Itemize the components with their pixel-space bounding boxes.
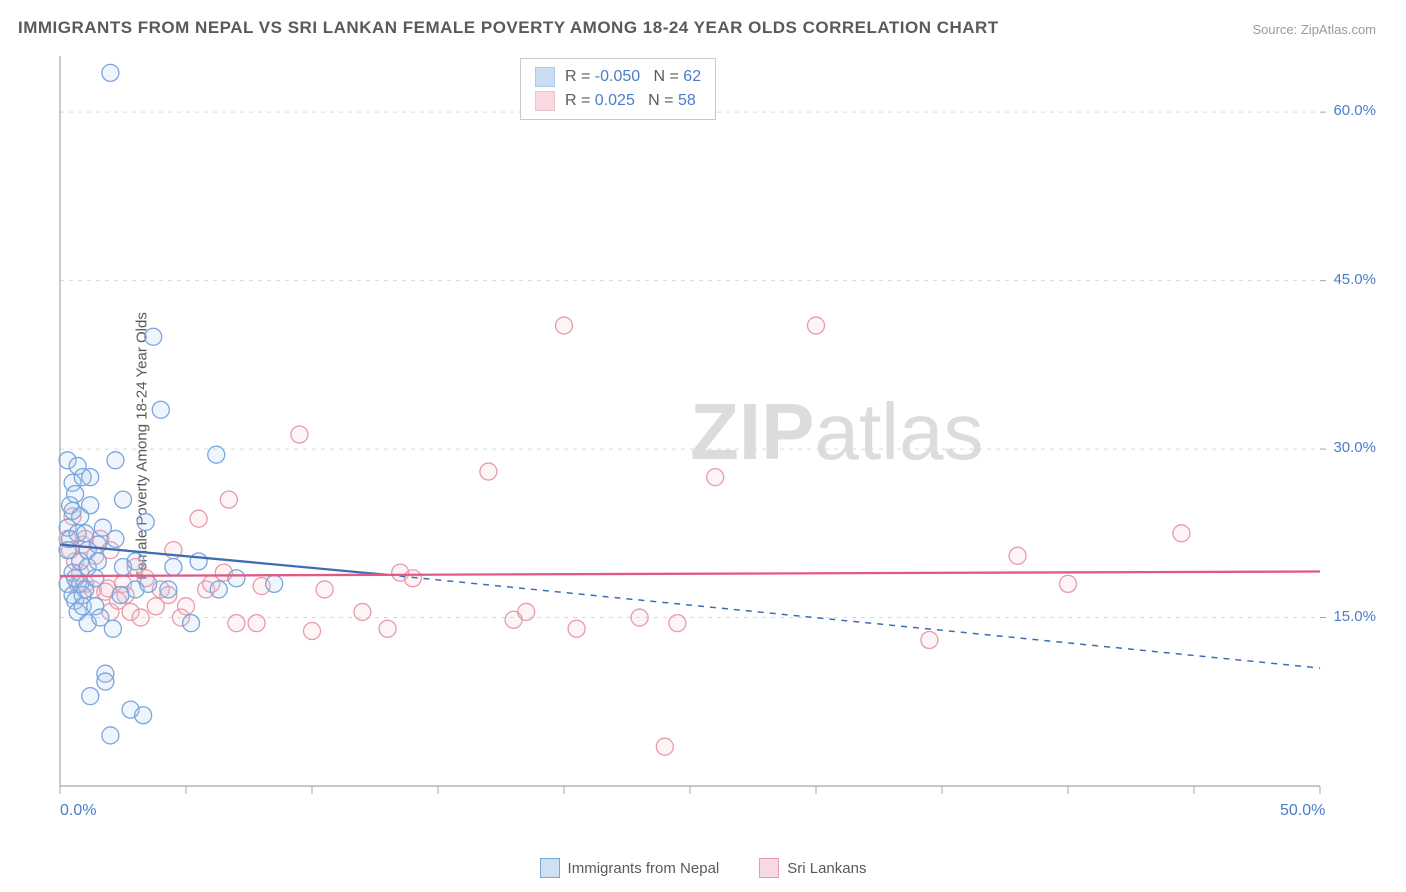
legend-item: Sri Lankans bbox=[759, 858, 866, 878]
scatter-point bbox=[354, 603, 371, 620]
scatter-point bbox=[97, 673, 114, 690]
correlation-legend: R = -0.050 N = 62R = 0.025 N = 58 bbox=[520, 58, 716, 120]
scatter-point bbox=[82, 469, 99, 486]
correlation-legend-row: R = 0.025 N = 58 bbox=[535, 89, 701, 113]
scatter-point bbox=[1173, 525, 1190, 542]
scatter-point bbox=[220, 491, 237, 508]
scatter-plot-svg bbox=[50, 56, 1380, 826]
scatter-point bbox=[190, 510, 207, 527]
scatter-point bbox=[316, 581, 333, 598]
scatter-point bbox=[102, 727, 119, 744]
scatter-point bbox=[152, 401, 169, 418]
legend-stats: R = -0.050 N = 62 bbox=[565, 65, 701, 89]
scatter-point bbox=[135, 707, 152, 724]
legend-item: Immigrants from Nepal bbox=[540, 858, 720, 878]
scatter-point bbox=[518, 603, 535, 620]
scatter-point bbox=[1060, 575, 1077, 592]
y-tick-label: 60.0% bbox=[1333, 102, 1376, 119]
scatter-point bbox=[115, 491, 132, 508]
scatter-point bbox=[102, 64, 119, 81]
scatter-point bbox=[210, 581, 227, 598]
scatter-point bbox=[82, 688, 99, 705]
scatter-point bbox=[67, 486, 84, 503]
scatter-point bbox=[1009, 547, 1026, 564]
scatter-point bbox=[707, 469, 724, 486]
scatter-point bbox=[89, 553, 106, 570]
y-tick-label: 45.0% bbox=[1333, 271, 1376, 288]
scatter-point bbox=[228, 615, 245, 632]
trend-line bbox=[60, 571, 1320, 575]
scatter-point bbox=[183, 615, 200, 632]
scatter-point bbox=[669, 615, 686, 632]
scatter-point bbox=[568, 620, 585, 637]
scatter-point bbox=[145, 328, 162, 345]
scatter-point bbox=[89, 536, 106, 553]
scatter-point bbox=[112, 587, 129, 604]
scatter-point bbox=[248, 615, 265, 632]
legend-swatch bbox=[540, 858, 560, 878]
scatter-point bbox=[291, 426, 308, 443]
scatter-point bbox=[480, 463, 497, 480]
scatter-point bbox=[228, 570, 245, 587]
scatter-point bbox=[104, 620, 121, 637]
scatter-point bbox=[266, 575, 283, 592]
scatter-point bbox=[808, 317, 825, 334]
legend-stats: R = 0.025 N = 58 bbox=[565, 89, 696, 113]
scatter-point bbox=[656, 738, 673, 755]
scatter-point bbox=[107, 530, 124, 547]
scatter-point bbox=[82, 497, 99, 514]
legend-swatch bbox=[759, 858, 779, 878]
scatter-point bbox=[921, 632, 938, 649]
scatter-point bbox=[178, 598, 195, 615]
scatter-point bbox=[160, 581, 177, 598]
chart-container: IMMIGRANTS FROM NEPAL VS SRI LANKAN FEMA… bbox=[0, 0, 1406, 892]
legend-label: Sri Lankans bbox=[787, 860, 866, 877]
scatter-point bbox=[190, 553, 207, 570]
x-tick-label: 0.0% bbox=[60, 802, 96, 820]
scatter-point bbox=[127, 553, 144, 570]
y-tick-label: 15.0% bbox=[1333, 608, 1376, 625]
trend-line-extrapolated bbox=[388, 575, 1320, 668]
scatter-point bbox=[140, 575, 157, 592]
legend-label: Immigrants from Nepal bbox=[568, 860, 720, 877]
scatter-point bbox=[132, 609, 149, 626]
scatter-point bbox=[404, 570, 421, 587]
scatter-point bbox=[107, 452, 124, 469]
scatter-point bbox=[379, 620, 396, 637]
scatter-point bbox=[137, 514, 154, 531]
scatter-point bbox=[556, 317, 573, 334]
y-tick-label: 30.0% bbox=[1333, 439, 1376, 456]
scatter-point bbox=[631, 609, 648, 626]
scatter-point bbox=[208, 446, 225, 463]
scatter-point bbox=[304, 623, 321, 640]
source-attribution: Source: ZipAtlas.com bbox=[1252, 22, 1376, 37]
series-legend: Immigrants from Nepal Sri Lankans bbox=[0, 858, 1406, 878]
legend-swatch bbox=[535, 67, 555, 87]
chart-title: IMMIGRANTS FROM NEPAL VS SRI LANKAN FEMA… bbox=[18, 18, 999, 38]
plot-area: ZIPatlas R = -0.050 N = 62R = 0.025 N = … bbox=[50, 56, 1380, 826]
correlation-legend-row: R = -0.050 N = 62 bbox=[535, 65, 701, 89]
scatter-point bbox=[165, 559, 182, 576]
x-tick-label: 50.0% bbox=[1280, 802, 1325, 820]
legend-swatch bbox=[535, 91, 555, 111]
scatter-point bbox=[87, 570, 104, 587]
